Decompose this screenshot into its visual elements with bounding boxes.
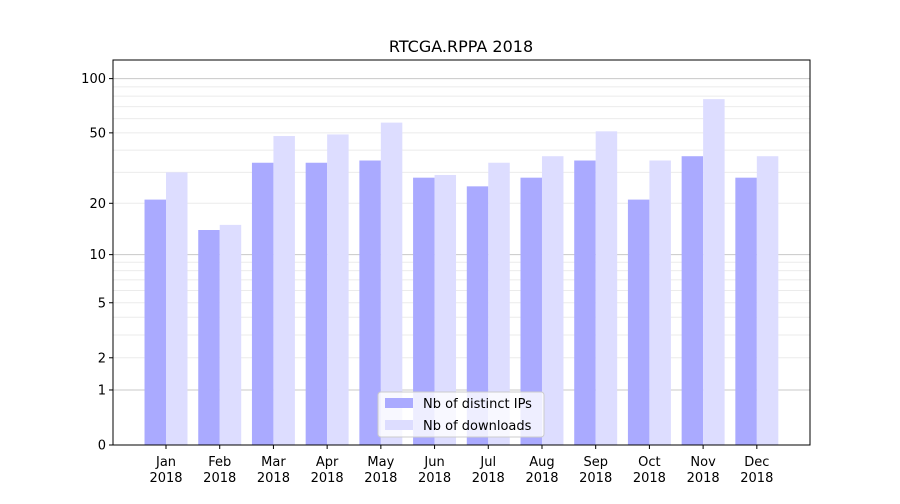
bar-downloads <box>756 156 779 445</box>
x-tick-label: 2018 <box>149 471 182 486</box>
x-tick-label: May <box>367 455 394 470</box>
x-tick-label: 2018 <box>203 471 236 486</box>
bar-downloads <box>434 174 457 445</box>
bar-ips <box>735 177 757 445</box>
legend-swatch-ips <box>385 398 413 408</box>
x-tick-label: Feb <box>208 455 231 470</box>
bar-ips <box>144 199 167 445</box>
bar-ips <box>198 230 220 445</box>
bar-downloads <box>219 224 242 445</box>
legend-box <box>377 391 545 438</box>
bars <box>144 99 779 446</box>
chart-title: RTCGA.RPPA 2018 <box>389 37 533 56</box>
bar-ips <box>627 199 650 445</box>
bar-ips <box>520 177 542 445</box>
bar-ips <box>466 186 489 445</box>
x-tick-label: Jan <box>155 455 176 470</box>
bar-ips <box>305 162 328 445</box>
legend-label-ips: Nb of distinct IPs <box>423 397 532 412</box>
bar-ips <box>251 162 274 445</box>
x-tick-label: 2018 <box>687 471 720 486</box>
x-tick-label: 2018 <box>740 471 773 486</box>
y-tick-label: 1 <box>98 383 106 398</box>
bar-ips <box>681 156 704 445</box>
x-tick-label: 2018 <box>633 471 666 486</box>
y-tick-label: 20 <box>89 197 106 212</box>
legend-label-downloads: Nb of downloads <box>423 419 532 434</box>
x-tick-label: 2018 <box>364 471 397 486</box>
bar-downloads <box>166 172 188 445</box>
bar-downloads <box>273 136 295 445</box>
x-tick-label: Jul <box>479 455 496 470</box>
x-tick-label: Apr <box>316 455 339 470</box>
bar-downloads <box>541 156 564 445</box>
x-tick-label: Jun <box>423 455 444 470</box>
plot-frame <box>112 59 811 446</box>
x-axis: Jan2018Feb2018Mar2018Apr2018May2018Jun20… <box>149 445 773 486</box>
x-tick-label: 2018 <box>418 471 451 486</box>
y-tick-label: 5 <box>98 296 106 311</box>
legend: Nb of distinct IPs Nb of downloads <box>377 391 545 438</box>
bar-downloads <box>380 122 403 446</box>
y-tick-label: 2 <box>98 351 106 366</box>
x-tick-label: 2018 <box>579 471 612 486</box>
legend-swatch-downloads <box>385 420 413 430</box>
x-tick-label: Nov <box>690 455 716 470</box>
y-tick-label: 0 <box>98 439 106 454</box>
x-tick-label: Sep <box>583 455 608 470</box>
y-axis: 0 1 2 5 10 20 50 100 <box>81 72 113 454</box>
x-tick-label: 2018 <box>311 471 344 486</box>
bar-downloads <box>649 160 671 445</box>
y-tick-label: 50 <box>89 126 106 141</box>
bar-downloads <box>488 162 510 445</box>
bar-ips <box>413 177 435 445</box>
bar-downloads <box>327 134 349 445</box>
bar-downloads <box>595 131 618 446</box>
x-tick-label: Mar <box>261 455 286 470</box>
x-tick-label: Oct <box>638 455 660 470</box>
x-tick-label: 2018 <box>472 471 505 486</box>
x-tick-label: Aug <box>529 455 554 470</box>
y-tick-label: 10 <box>89 248 106 263</box>
bar-downloads <box>703 99 725 445</box>
x-tick-label: 2018 <box>525 471 558 486</box>
x-tick-label: 2018 <box>257 471 290 486</box>
bar-ips <box>359 160 381 445</box>
x-tick-label: Dec <box>744 455 769 470</box>
bar-ips <box>574 160 596 445</box>
y-tick-label: 100 <box>81 72 106 87</box>
